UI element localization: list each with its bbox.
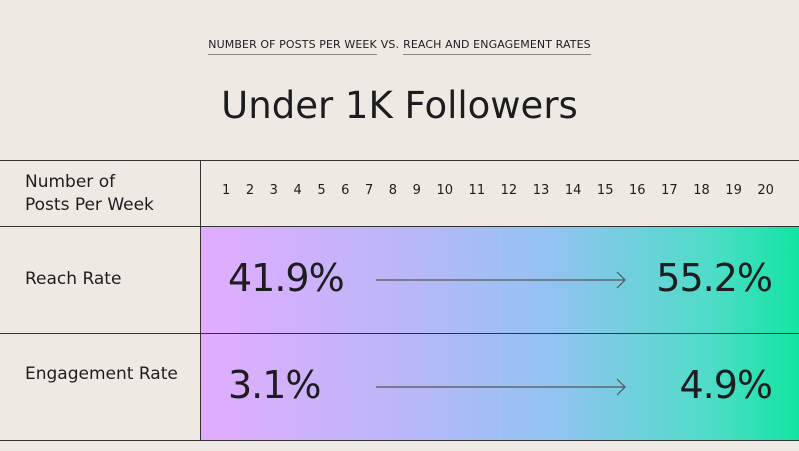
- supertitle-part: VS.: [380, 38, 400, 51]
- column-number: 8: [388, 183, 398, 198]
- end-value: 55.2%: [656, 256, 773, 300]
- column-number: 7: [364, 183, 374, 198]
- column-number: 10: [436, 183, 453, 198]
- column-number: 14: [564, 183, 582, 198]
- column-number: 13: [532, 183, 550, 198]
- column-number: 4: [293, 183, 302, 198]
- start-value: 3.1%: [228, 363, 322, 407]
- title: Under 1K Followers: [221, 84, 578, 127]
- column-number: 11: [468, 183, 486, 198]
- rule: [0, 333, 799, 334]
- columns: 1 2 3 4 5 6 7 8 9 10 11 12 13 14 15 16 17 18 19 20: [222, 183, 774, 198]
- column-number: 1: [222, 183, 231, 198]
- column-number: 12: [500, 183, 518, 198]
- supertitle: NUMBER OF POSTS PER WEEK VS. REACH AND ENG…: [0, 38, 799, 55]
- supertitle-part: NUMBER OF POSTS PER WEEK: [208, 38, 377, 55]
- start-value: 41.9%: [228, 256, 345, 300]
- arrow: [376, 271, 626, 289]
- column-number: 18: [693, 183, 710, 198]
- supertitle-part: REACH AND ENGAGEMENT RATES: [403, 38, 591, 55]
- column-number: 5: [317, 183, 326, 198]
- column-number: 17: [661, 183, 678, 198]
- column-number: 15: [596, 183, 614, 198]
- rule: [0, 226, 799, 227]
- rule: [0, 160, 799, 161]
- column-number: 9: [412, 183, 421, 198]
- column-number: 2: [245, 183, 255, 198]
- column-number: 6: [341, 183, 350, 198]
- column-number: 20: [757, 183, 774, 198]
- arrow: [376, 378, 626, 396]
- column-number: 3: [269, 183, 278, 198]
- divider: [200, 160, 201, 441]
- row-label: Engagement Rate: [25, 364, 178, 384]
- header-label: Number of Posts Per Week: [25, 172, 154, 215]
- column-number: 19: [725, 183, 742, 198]
- row-label: Reach Rate: [25, 269, 122, 289]
- end-value: 4.9%: [679, 363, 773, 407]
- column-number: 16: [629, 183, 646, 198]
- rule: [0, 440, 799, 441]
